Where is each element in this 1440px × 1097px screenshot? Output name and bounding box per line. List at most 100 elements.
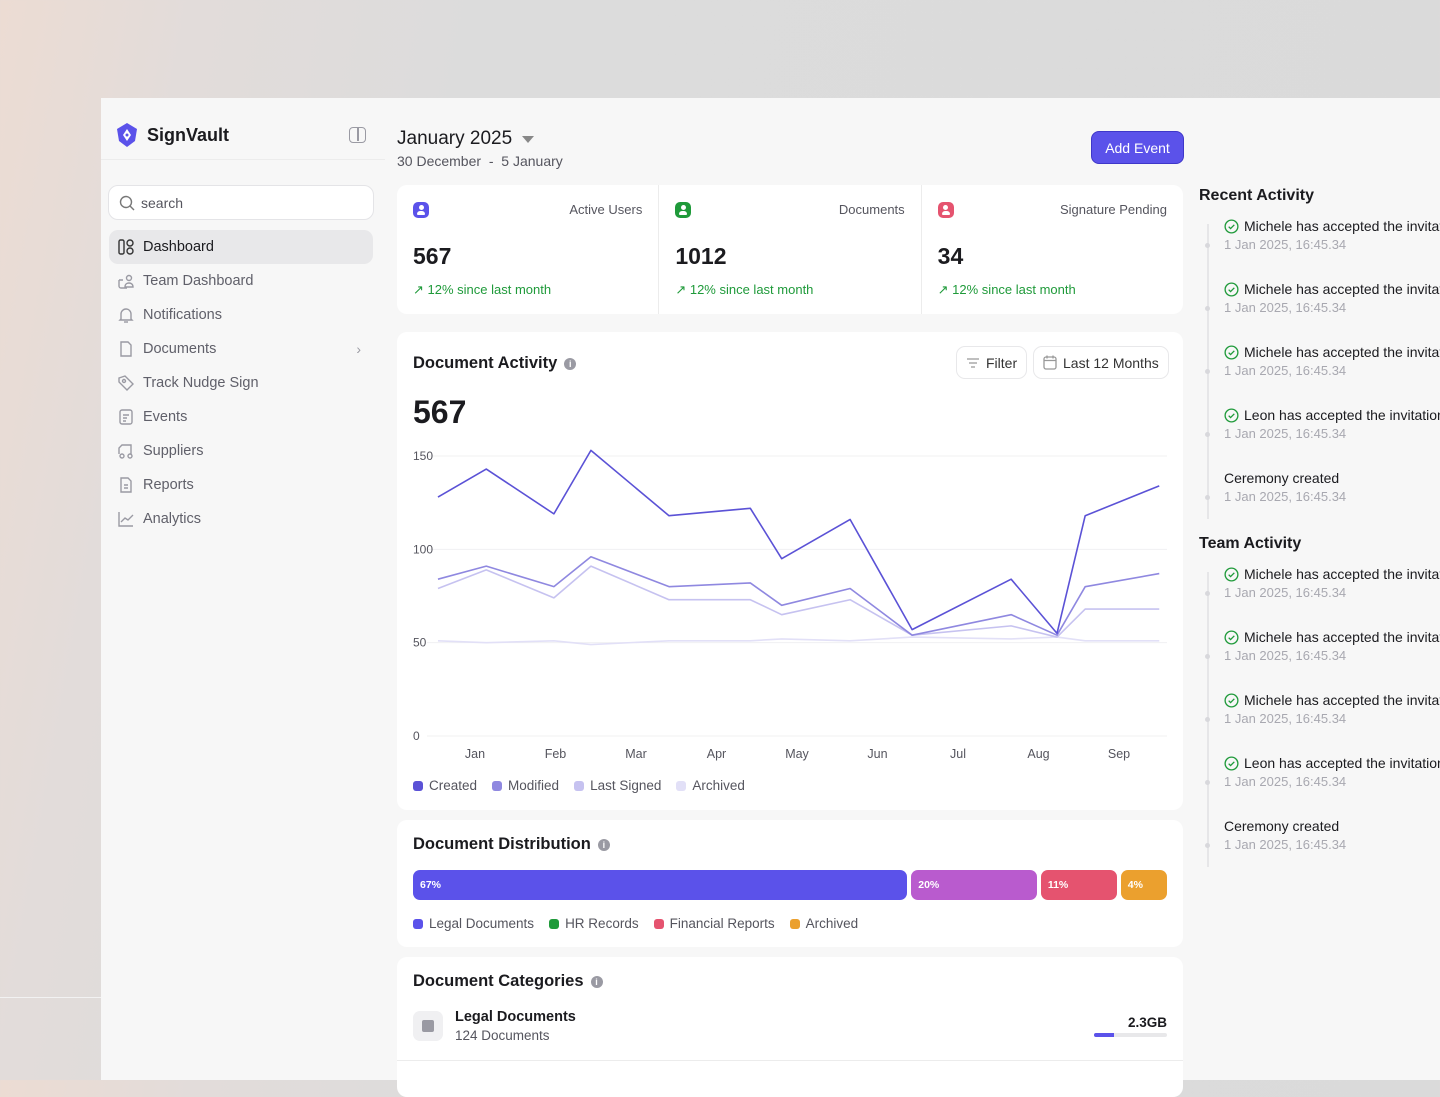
team-activity-feed: Michele has accepted the invitation 1 Jan… bbox=[1199, 566, 1440, 881]
legend-item[interactable]: Archived bbox=[789, 916, 858, 931]
sidebar: SignVault search Dashboard Team Dashboard… bbox=[101, 98, 385, 1080]
info-icon[interactable]: i bbox=[564, 357, 577, 370]
activity-item[interactable]: Ceremony created 1 Jan 2025, 16:45.34 bbox=[1199, 470, 1440, 533]
activity-time: 1 Jan 2025, 16:45.34 bbox=[1224, 648, 1347, 663]
user-icon bbox=[937, 202, 954, 218]
app-logo[interactable]: SignVault bbox=[115, 122, 229, 148]
activity-time: 1 Jan 2025, 16:45.34 bbox=[1224, 711, 1347, 726]
chevron-right-icon[interactable]: › bbox=[356, 341, 361, 357]
truck-icon bbox=[118, 444, 133, 459]
check-circle-icon bbox=[1224, 755, 1239, 771]
card-title: Document Activity bbox=[413, 354, 558, 372]
sidebar-item-events[interactable]: Events bbox=[109, 400, 373, 434]
divider bbox=[101, 159, 385, 160]
activity-text: Leon has accepted the invitation bbox=[1244, 755, 1440, 771]
legend-item[interactable]: Legal Documents bbox=[413, 916, 534, 931]
sidebar-item-reports[interactable]: Reports bbox=[109, 468, 373, 502]
user-icon bbox=[413, 202, 429, 218]
activity-item[interactable]: Ceremony created 1 Jan 2025, 16:45.34 bbox=[1199, 818, 1440, 881]
legend-swatch bbox=[549, 918, 560, 929]
x-tick-label: Mar bbox=[625, 747, 647, 761]
legend-item[interactable]: Last Signed bbox=[574, 778, 661, 793]
user-icon bbox=[675, 202, 692, 218]
legend-item[interactable]: Financial Reports bbox=[653, 916, 775, 931]
sidebar-item-label: Dashboard bbox=[143, 239, 214, 255]
sidebar-item-label: Reports bbox=[143, 477, 194, 493]
sidebar-item-documents[interactable]: Documents › bbox=[109, 332, 373, 366]
activity-text: Michele has accepted the invitation bbox=[1244, 566, 1440, 582]
date-range-button[interactable]: Last 12 Months bbox=[1033, 346, 1169, 379]
add-event-button[interactable]: Add Event bbox=[1091, 131, 1184, 164]
timeline-dot bbox=[1205, 591, 1210, 596]
app-window: SignVault search Dashboard Team Dashboard… bbox=[101, 98, 1440, 1097]
legend-item[interactable]: HR Records bbox=[549, 916, 639, 931]
stat-value: 567 bbox=[413, 243, 452, 269]
series-line-created[interactable] bbox=[437, 449, 1160, 635]
activity-item[interactable]: Michele has accepted the invitation 1 Jan… bbox=[1199, 692, 1440, 755]
stat-active-users: Active Users 567 ↗ 12% since last month bbox=[397, 185, 660, 314]
activity-item[interactable]: Michele has accepted the invitation 1 Jan… bbox=[1199, 629, 1440, 692]
y-tick-label: 50 bbox=[413, 636, 427, 650]
sidebar-item-dashboard[interactable]: Dashboard bbox=[109, 230, 373, 264]
sidebar-nav: Dashboard Team Dashboard Notifications Docu… bbox=[109, 230, 373, 536]
sidebar-item-analytics[interactable]: Analytics bbox=[109, 502, 373, 536]
caret-down-icon bbox=[522, 135, 535, 143]
sidebar-toggle-icon[interactable] bbox=[349, 127, 366, 143]
filter-button[interactable]: Filter bbox=[956, 346, 1028, 379]
info-icon[interactable]: i bbox=[590, 975, 603, 988]
timeline-dot bbox=[1205, 654, 1210, 659]
info-icon[interactable]: i bbox=[597, 838, 610, 851]
distribution-segment[interactable]: 11% bbox=[1040, 870, 1117, 900]
bell-icon bbox=[118, 308, 134, 323]
recent-activity-title: Recent Activity bbox=[1199, 187, 1314, 204]
check-circle-icon bbox=[1224, 344, 1239, 360]
segment-label: 11% bbox=[1047, 879, 1069, 891]
series-line-archived[interactable] bbox=[437, 636, 1160, 646]
distribution-segment[interactable]: 67% bbox=[413, 870, 908, 900]
activity-item[interactable]: Michele has accepted the invitation 1 Jan… bbox=[1199, 566, 1440, 629]
x-tick-label: Jun bbox=[867, 747, 887, 761]
stat-label: Active Users bbox=[569, 202, 643, 217]
stat-value: 34 bbox=[937, 243, 964, 269]
series-line-last-signed[interactable] bbox=[437, 565, 1160, 638]
activity-item[interactable]: Leon has accepted the invitation 1 Jan 20… bbox=[1199, 407, 1440, 470]
chart-line-icon bbox=[118, 512, 134, 527]
filter-icon bbox=[967, 357, 979, 368]
card-title: Document Distribution bbox=[413, 835, 591, 853]
activity-item[interactable]: Michele has accepted the invitation 1 Jan… bbox=[1199, 344, 1440, 407]
sidebar-item-track-nudge-sign[interactable]: Track Nudge Sign bbox=[109, 366, 373, 400]
month-selector[interactable]: January 2025 bbox=[397, 128, 535, 150]
search-placeholder: search bbox=[141, 194, 184, 211]
background-divider bbox=[0, 997, 101, 998]
search-input[interactable]: search bbox=[108, 185, 374, 220]
legend-item[interactable]: Archived bbox=[676, 778, 745, 793]
legend-label: Legal Documents bbox=[429, 916, 535, 931]
category-row[interactable]: Legal Documents 124 Documents 2.3GB bbox=[397, 1001, 1183, 1061]
stat-change-text: 12% since last month bbox=[952, 282, 1076, 297]
stat-value: 1012 bbox=[675, 243, 727, 269]
y-tick-label: 150 bbox=[413, 449, 433, 463]
legend-item[interactable]: Created bbox=[413, 778, 477, 793]
legend-label: Modified bbox=[508, 778, 560, 793]
activity-item[interactable]: Michele has accepted the invitation 1 Jan… bbox=[1199, 281, 1440, 344]
activity-text: Leon has accepted the invitation bbox=[1244, 407, 1440, 423]
sidebar-item-notifications[interactable]: Notifications bbox=[109, 298, 373, 332]
sidebar-item-label: Events bbox=[143, 409, 188, 425]
distribution-segment[interactable]: 20% bbox=[911, 870, 1037, 900]
activity-item[interactable]: Michele has accepted the invitation 1 Jan… bbox=[1199, 218, 1440, 281]
distribution-segment[interactable]: 4% bbox=[1120, 870, 1167, 900]
legend-item[interactable]: Modified bbox=[492, 778, 559, 793]
legend-label: Last Signed bbox=[590, 778, 662, 793]
series-line-modified[interactable] bbox=[437, 556, 1160, 636]
sidebar-item-team-dashboard[interactable]: Team Dashboard bbox=[109, 264, 373, 298]
tag-icon bbox=[118, 375, 134, 391]
category-size: 2.3GB bbox=[1127, 1015, 1167, 1030]
sidebar-item-suppliers[interactable]: Suppliers bbox=[109, 434, 373, 468]
activity-line-chart: 150 100 50 0 Jan Feb Mar Apr May Jun Jul Aug Sep bbox=[413, 449, 1167, 761]
activity-item[interactable]: Leon has accepted the invitation 1 Jan 20… bbox=[1199, 755, 1440, 818]
timeline-dot bbox=[1205, 780, 1210, 785]
activity-time: 1 Jan 2025, 16:45.34 bbox=[1224, 489, 1347, 504]
x-tick-label: Apr bbox=[707, 747, 726, 761]
calendar-list-icon bbox=[119, 409, 133, 425]
date-range: 30 December - 5 January bbox=[397, 153, 563, 169]
